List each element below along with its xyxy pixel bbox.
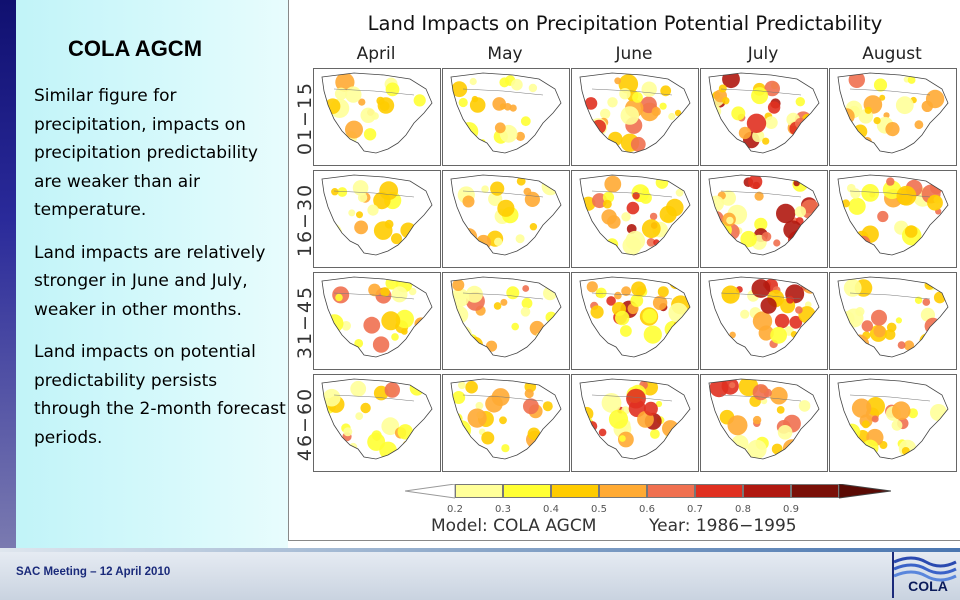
month-label-april: April bbox=[356, 44, 396, 64]
colorbar-segment bbox=[503, 484, 551, 498]
map-panel-august-row-3 bbox=[829, 272, 957, 370]
colorbar-segment bbox=[743, 484, 791, 498]
colorbar-segment bbox=[695, 484, 743, 498]
figure-title: Land Impacts on Precipitation Potential … bbox=[367, 12, 883, 35]
year-label: Year: 1986−1995 bbox=[649, 516, 797, 536]
month-label-august: August bbox=[862, 44, 922, 64]
footer-divider bbox=[0, 548, 960, 552]
map-panel-july-row-2 bbox=[700, 170, 828, 268]
colorbar-low-arrow bbox=[405, 484, 455, 499]
colorbar-tick-label: 0.7 bbox=[687, 504, 703, 515]
map-panel-june-row-1 bbox=[571, 68, 699, 166]
colorbar-segment bbox=[551, 484, 599, 498]
map-panel-august-row-1 bbox=[829, 68, 957, 166]
footer-bar bbox=[0, 548, 960, 600]
colorbar-tick-label: 0.2 bbox=[447, 504, 463, 515]
map-panel-june-row-4 bbox=[571, 374, 699, 472]
colorbar-segment bbox=[455, 484, 503, 498]
map-panel-may-row-2 bbox=[442, 170, 570, 268]
month-label-may: May bbox=[487, 44, 523, 64]
colorbar-segment bbox=[647, 484, 695, 498]
meeting-label: SAC Meeting – 12 April 2010 bbox=[16, 566, 171, 578]
left-accent-bar bbox=[0, 0, 16, 548]
map-panel-may-row-1 bbox=[442, 68, 570, 166]
colorbar-tick-label: 0.5 bbox=[591, 504, 607, 515]
map-panel-june-row-3 bbox=[571, 272, 699, 370]
colorbar-tick-label: 0.8 bbox=[735, 504, 751, 515]
predictability-figure: Land Impacts on Precipitation Potential … bbox=[288, 0, 960, 541]
paragraph-3: Land impacts on potential predictability… bbox=[34, 342, 286, 448]
map-panel-april-row-3 bbox=[313, 272, 441, 370]
colorbar-tick-label: 0.9 bbox=[783, 504, 799, 515]
map-panel-july-row-4 bbox=[700, 374, 828, 472]
colorbar-tick-label: 0.6 bbox=[639, 504, 655, 515]
cola-logo bbox=[892, 552, 957, 598]
map-panel-april-row-4 bbox=[313, 374, 441, 472]
month-label-june: June bbox=[615, 44, 653, 64]
colorbar-tick-label: 0.4 bbox=[543, 504, 559, 515]
map-panel-may-row-4 bbox=[442, 374, 570, 472]
colorbar-segment bbox=[599, 484, 647, 498]
colorbar bbox=[405, 484, 891, 500]
map-panel-april-row-1 bbox=[313, 68, 441, 166]
map-panel-june-row-2 bbox=[571, 170, 699, 268]
paragraph-2: Land impacts are relatively stronger in … bbox=[34, 242, 266, 320]
slide-title: COLA AGCM bbox=[68, 36, 203, 61]
map-panel-july-row-3 bbox=[700, 272, 828, 370]
map-panel-july-row-1 bbox=[700, 68, 828, 166]
colorbar-high-arrow bbox=[839, 484, 891, 499]
map-panel-april-row-2 bbox=[313, 170, 441, 268]
map-panel-august-row-4 bbox=[829, 374, 957, 472]
paragraph-1: Similar figure for precipitation, impact… bbox=[34, 86, 258, 220]
text-panel bbox=[0, 0, 288, 548]
map-panel-may-row-3 bbox=[442, 272, 570, 370]
colorbar-tick-label: 0.3 bbox=[495, 504, 511, 515]
map-panel-august-row-2 bbox=[829, 170, 957, 268]
model-label: Model: COLA AGCM bbox=[431, 516, 597, 536]
slide-body: Similar figure for precipitation, impact… bbox=[34, 82, 286, 466]
colorbar-segment bbox=[791, 484, 839, 498]
month-label-july: July bbox=[747, 44, 779, 64]
logo-text: COLA bbox=[908, 578, 948, 594]
